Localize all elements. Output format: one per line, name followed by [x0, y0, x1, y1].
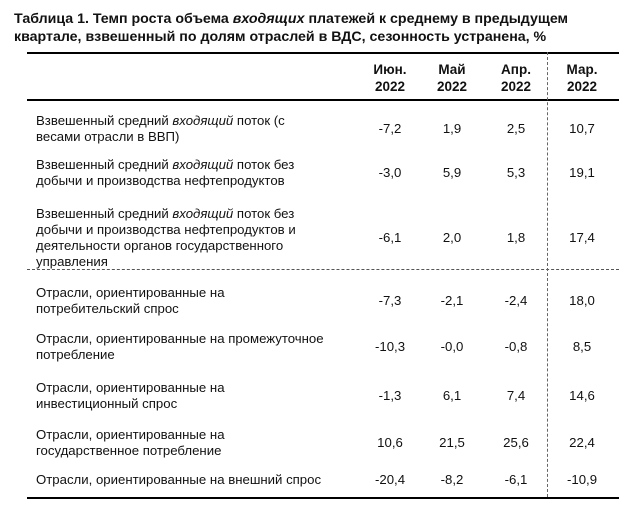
table-cell: 1,9 — [442, 121, 462, 136]
table-cell: 8,5 — [572, 339, 592, 354]
table-cell: 5,9 — [442, 165, 462, 180]
column-header-year: 2022 — [436, 79, 468, 94]
column-header: Апр. 2022 — [486, 61, 546, 95]
column-header-month: Май — [438, 62, 466, 77]
table-top-rule — [27, 52, 619, 54]
table-cell: -6,1 — [378, 230, 402, 245]
table-cell: -2,4 — [504, 293, 528, 308]
row-label-text: Взвешенный средний — [36, 206, 173, 221]
row-label-text: Отрасли, ориентированные на промежуточно… — [36, 331, 324, 362]
column-separator — [547, 52, 548, 497]
row-label-emphasis: входящий — [172, 113, 234, 128]
row-label-emphasis: входящий — [172, 206, 234, 221]
column-header-year: 2022 — [374, 79, 406, 94]
table-cell: 2,0 — [442, 230, 462, 245]
column-header-month: Июн. — [373, 62, 407, 77]
row-label: Отрасли, ориентированные на государствен… — [36, 427, 326, 459]
table-cell: 10,7 — [569, 121, 595, 136]
table-cell: -0,0 — [440, 339, 464, 354]
title-suffix: платежей к среднему в предыдущем квартал… — [14, 11, 569, 45]
row-label: Отрасли, ориентированные на промежуточно… — [36, 331, 326, 363]
title-emphasis: входящих — [232, 11, 305, 27]
column-header: Май 2022 — [422, 61, 482, 95]
row-label-text: Отрасли, ориентированные на потребительс… — [36, 285, 225, 316]
row-label-text: Отрасли, ориентированные на государствен… — [36, 427, 225, 458]
table-cell: 2,5 — [506, 121, 526, 136]
table-cell: -1,3 — [378, 388, 402, 403]
table-cell: -8,2 — [440, 472, 464, 487]
row-label: Взвешенный средний входящий поток (с вес… — [36, 113, 326, 145]
column-header-month: Мар. — [566, 62, 598, 77]
row-label-text: Отрасли, ориентированные на инвестиционн… — [36, 380, 225, 411]
table-cell: -2,1 — [440, 293, 464, 308]
table-cell: -7,2 — [378, 121, 402, 136]
row-label-text: Отрасли, ориентированные на внешний спро… — [36, 472, 322, 487]
title-prefix: Таблица 1. Темп роста объема — [14, 11, 233, 27]
table-cell: 10,6 — [377, 435, 403, 450]
table-cell: 17,4 — [569, 230, 595, 245]
row-label-emphasis: входящий — [172, 157, 234, 172]
column-header-month: Апр. — [501, 62, 531, 77]
table-cell: -3,0 — [378, 165, 402, 180]
row-label-text: Взвешенный средний — [36, 157, 173, 172]
column-header-year: 2022 — [500, 79, 532, 94]
column-header-year: 2022 — [566, 79, 598, 94]
row-label: Отрасли, ориентированные на потребительс… — [36, 285, 326, 317]
table-cell: -0,8 — [504, 339, 528, 354]
table-cell: 6,1 — [442, 388, 462, 403]
table-cell: 7,4 — [506, 388, 526, 403]
table-cell: -20,4 — [374, 472, 406, 487]
row-label-text-end: поток (с весами отрасли в ВВП) — [36, 113, 285, 144]
table-cell: 14,6 — [569, 388, 595, 403]
row-label-text-end: поток без добычи и производства нефтепро… — [36, 206, 296, 269]
column-header: Мар. 2022 — [552, 61, 612, 95]
group-separator — [27, 269, 619, 270]
row-label-text: Взвешенный средний — [36, 113, 173, 128]
table-cell: 21,5 — [439, 435, 465, 450]
table-cell: 18,0 — [569, 293, 595, 308]
row-label-text-end: поток без добычи и производства нефтепро… — [36, 157, 295, 188]
table-cell: 22,4 — [569, 435, 595, 450]
row-label: Взвешенный средний входящий поток без до… — [36, 157, 326, 189]
table-cell: 5,3 — [506, 165, 526, 180]
table-title: Таблица 1. Темп роста объема входящих пл… — [14, 10, 626, 46]
table-cell: 25,6 — [503, 435, 529, 450]
column-header: Июн. 2022 — [360, 61, 420, 95]
row-label: Взвешенный средний входящий поток без до… — [36, 206, 326, 270]
table-bottom-rule — [27, 497, 619, 499]
table-cell: -7,3 — [378, 293, 402, 308]
table-cell: -10,3 — [374, 339, 406, 354]
table-cell: 19,1 — [569, 165, 595, 180]
table-cell: -10,9 — [566, 472, 598, 487]
table-cell: -6,1 — [504, 472, 528, 487]
row-label: Отрасли, ориентированные на внешний спро… — [36, 472, 326, 488]
table-cell: 1,8 — [506, 230, 526, 245]
row-label: Отрасли, ориентированные на инвестиционн… — [36, 380, 326, 412]
header-bottom-rule — [27, 99, 619, 101]
